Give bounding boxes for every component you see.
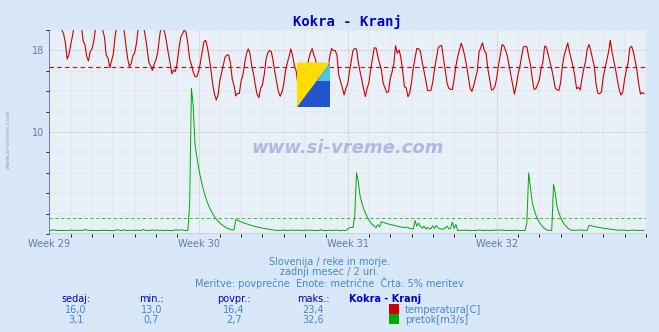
Text: maks.:: maks.: xyxy=(297,294,330,304)
Text: Kokra - Kranj: Kokra - Kranj xyxy=(349,294,422,304)
Text: 3,1: 3,1 xyxy=(68,315,84,325)
Text: 16,0: 16,0 xyxy=(65,305,86,315)
Text: 16,4: 16,4 xyxy=(223,305,244,315)
Text: pretok[m3/s]: pretok[m3/s] xyxy=(405,315,468,325)
Text: 23,4: 23,4 xyxy=(302,305,324,315)
Text: 13,0: 13,0 xyxy=(141,305,162,315)
Text: sedaj:: sedaj: xyxy=(61,294,90,304)
Polygon shape xyxy=(297,62,330,108)
Polygon shape xyxy=(297,62,330,108)
Title: Kokra - Kranj: Kokra - Kranj xyxy=(293,15,402,29)
Text: www.si-vreme.com: www.si-vreme.com xyxy=(5,110,11,169)
Text: temperatura[C]: temperatura[C] xyxy=(405,305,481,315)
Text: www.si-vreme.com: www.si-vreme.com xyxy=(251,139,444,157)
Text: 2,7: 2,7 xyxy=(226,315,242,325)
Text: Meritve: povprečne  Enote: metrične  Črta: 5% meritev: Meritve: povprečne Enote: metrične Črta:… xyxy=(195,277,464,289)
Text: Slovenija / reke in morje.: Slovenija / reke in morje. xyxy=(269,257,390,267)
Text: zadnji mesec / 2 uri.: zadnji mesec / 2 uri. xyxy=(280,267,379,277)
Text: povpr.:: povpr.: xyxy=(217,294,250,304)
Text: 0,7: 0,7 xyxy=(144,315,159,325)
Polygon shape xyxy=(316,62,330,81)
Text: min.:: min.: xyxy=(139,294,164,304)
Text: 32,6: 32,6 xyxy=(302,315,324,325)
